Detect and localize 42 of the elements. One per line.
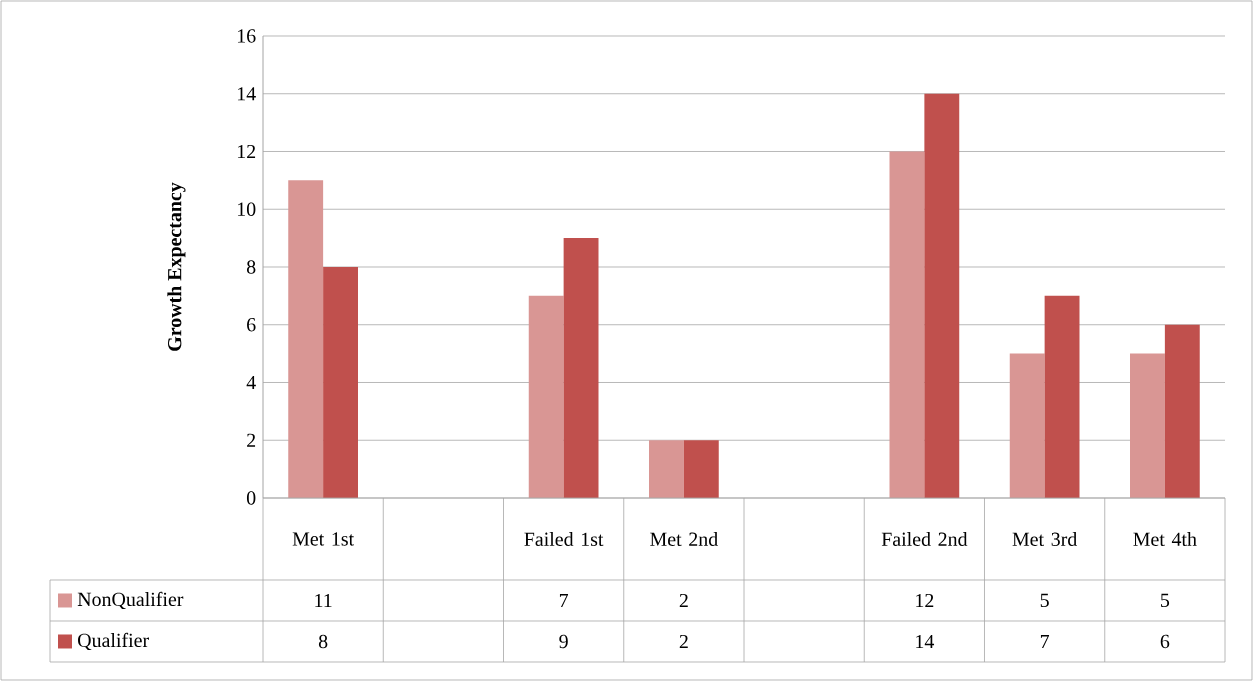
y-tick-label: 10 (237, 202, 256, 216)
data-label: 7 (559, 593, 569, 608)
bar (528, 295, 564, 498)
bar (1044, 295, 1080, 498)
bar (924, 93, 960, 498)
bar (288, 180, 324, 498)
data-label: 14 (916, 634, 935, 649)
bar (563, 238, 599, 498)
x-tick-label: Met 3rd (1012, 531, 1078, 546)
y-tick-label: 16 (237, 29, 256, 43)
legend-label: NonQualifier (77, 591, 184, 610)
x-tick-label: Met 1st (292, 532, 354, 546)
bar (1009, 353, 1045, 498)
data-label: 5 (1040, 593, 1049, 608)
y-tick-label: 14 (237, 87, 256, 101)
x-tick-label: Failed 2nd (881, 531, 968, 546)
data-label: 9 (559, 634, 568, 649)
bar (889, 151, 925, 498)
y-tick-label: 2 (247, 433, 256, 447)
bar (649, 440, 684, 498)
data-label: 2 (679, 634, 688, 649)
bar (1130, 353, 1165, 498)
x-tick-label: Met 4th (1133, 531, 1197, 546)
y-tick-label: 6 (247, 318, 256, 332)
data-label: 2 (679, 593, 688, 608)
y-axis-title: Growth Expectancy (167, 182, 186, 351)
y-tick-label: 4 (246, 375, 256, 390)
data-label: 7 (1040, 634, 1050, 649)
data-label: 6 (1160, 634, 1170, 649)
y-tick-label: 12 (237, 144, 256, 159)
data-label: 8 (318, 634, 328, 649)
data-label: 11 (315, 593, 332, 608)
y-tick-label: 0 (246, 491, 256, 505)
x-tick-label: Failed 1st (524, 531, 604, 546)
bar (323, 266, 358, 498)
bar (683, 440, 719, 498)
bar (1164, 324, 1200, 498)
y-tick-label: 8 (246, 260, 256, 274)
data-label: 12 (916, 593, 934, 608)
x-tick-label: Met 2nd (650, 531, 718, 546)
legend-label: Qualifier (78, 632, 149, 651)
data-label: 5 (1161, 593, 1170, 608)
